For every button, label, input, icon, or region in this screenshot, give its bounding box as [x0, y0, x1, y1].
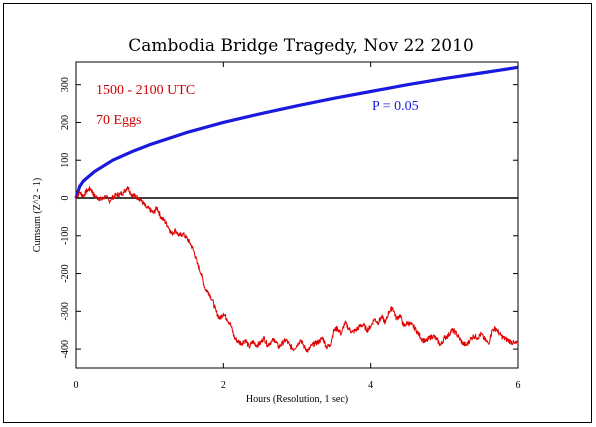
series-layer [74, 65, 519, 353]
x-tick-label: 4 [368, 380, 373, 391]
x-tick-label: 2 [221, 380, 226, 391]
chart: Cambodia Bridge Tragedy, Nov 22 2010 0 2 4… [32, 36, 521, 405]
chart-title: Cambodia Bridge Tragedy, Nov 22 2010 [128, 36, 474, 56]
y-tick-label: -400 [60, 340, 71, 358]
x-tick-label: 0 [74, 380, 79, 391]
plot-border [75, 61, 519, 369]
cumsum-series-line [75, 186, 519, 353]
probability-annotation: P = 0.05 [372, 99, 419, 114]
y-tick-label: 100 [60, 153, 71, 168]
y-tick-label: -200 [60, 264, 71, 282]
y-tick-label: -300 [60, 302, 71, 320]
plot-area: 0 2 4 6 -400 -300 -200 -100 0 100 200 300 [60, 61, 521, 391]
envelope-series-line [74, 65, 519, 199]
ticks-layer: 0 2 4 6 -400 -300 -200 -100 0 100 200 300 [60, 62, 521, 391]
y-tick-label: 300 [60, 77, 71, 92]
y-axis-label: Cumsum (Z^2 - 1) [32, 178, 43, 252]
y-tick-label: 0 [60, 196, 71, 201]
eggs-annotation: 70 Eggs [96, 113, 142, 128]
time-window-annotation: 1500 - 2100 UTC [96, 83, 195, 98]
chart-frame: Cambodia Bridge Tragedy, Nov 22 2010 0 2 4… [3, 3, 592, 423]
x-axis-label: Hours (Resolution, 1 sec) [246, 394, 348, 405]
y-tick-label: 200 [60, 115, 71, 130]
y-tick-label: -100 [60, 227, 71, 245]
x-tick-label: 6 [516, 380, 521, 391]
